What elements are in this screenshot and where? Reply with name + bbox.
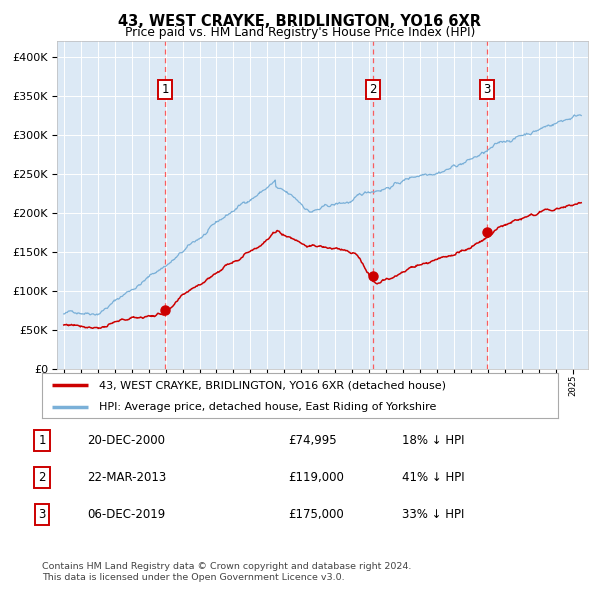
- Text: 1: 1: [161, 83, 169, 96]
- Text: 20-DEC-2000: 20-DEC-2000: [87, 434, 165, 447]
- Text: 18% ↓ HPI: 18% ↓ HPI: [402, 434, 464, 447]
- Text: 2: 2: [38, 471, 46, 484]
- Text: 3: 3: [483, 83, 490, 96]
- Text: 06-DEC-2019: 06-DEC-2019: [87, 508, 165, 522]
- Text: 43, WEST CRAYKE, BRIDLINGTON, YO16 6XR: 43, WEST CRAYKE, BRIDLINGTON, YO16 6XR: [119, 14, 482, 29]
- Text: 22-MAR-2013: 22-MAR-2013: [87, 471, 166, 484]
- Text: HPI: Average price, detached house, East Riding of Yorkshire: HPI: Average price, detached house, East…: [99, 402, 436, 412]
- Text: £175,000: £175,000: [288, 508, 344, 522]
- Text: 41% ↓ HPI: 41% ↓ HPI: [402, 471, 464, 484]
- Text: Price paid vs. HM Land Registry's House Price Index (HPI): Price paid vs. HM Land Registry's House …: [125, 26, 475, 39]
- Text: This data is licensed under the Open Government Licence v3.0.: This data is licensed under the Open Gov…: [42, 573, 344, 582]
- Text: £74,995: £74,995: [288, 434, 337, 447]
- Text: 1: 1: [38, 434, 46, 447]
- Text: 43, WEST CRAYKE, BRIDLINGTON, YO16 6XR (detached house): 43, WEST CRAYKE, BRIDLINGTON, YO16 6XR (…: [99, 381, 446, 391]
- Text: 33% ↓ HPI: 33% ↓ HPI: [402, 508, 464, 522]
- Text: 3: 3: [38, 508, 46, 522]
- Text: 2: 2: [369, 83, 377, 96]
- Text: £119,000: £119,000: [288, 471, 344, 484]
- Text: Contains HM Land Registry data © Crown copyright and database right 2024.: Contains HM Land Registry data © Crown c…: [42, 562, 412, 571]
